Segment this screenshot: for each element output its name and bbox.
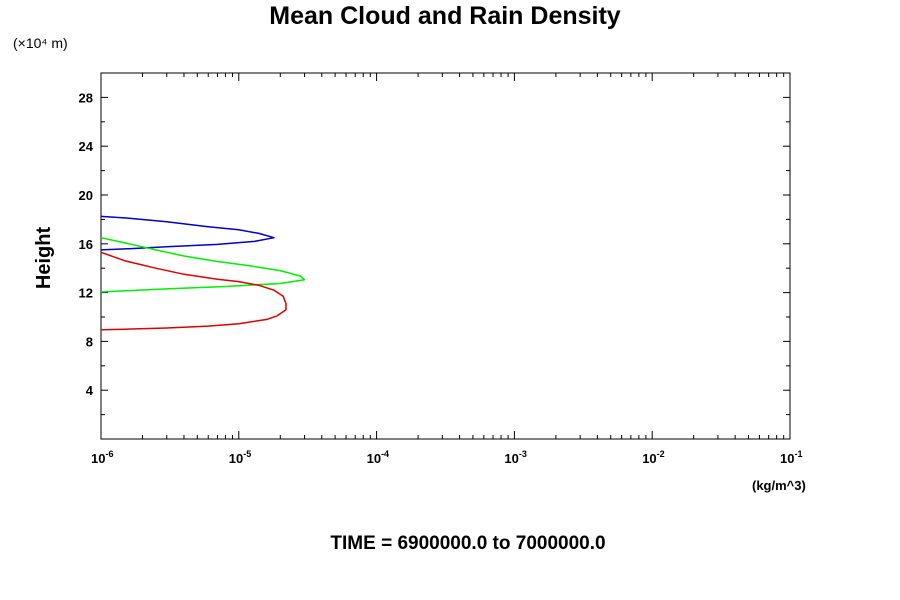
series-line-1 xyxy=(100,215,275,251)
chart-title: Mean Cloud and Rain Density xyxy=(269,2,621,30)
y-tick-label: 28 xyxy=(79,90,93,105)
time-label: TIME = 6900000.0 to 7000000.0 xyxy=(330,533,605,554)
x-tick-label: 10-6 xyxy=(91,449,113,466)
y-tick-labels: 4 8 12 16 20 24 28 xyxy=(79,90,94,398)
x-unit-label: (kg/m^3) xyxy=(752,478,806,493)
y-tick-label: 24 xyxy=(79,139,94,154)
series-group xyxy=(100,215,306,331)
series-line-2 xyxy=(100,236,306,293)
x-tick-label: 10-1 xyxy=(780,449,802,466)
y-tick-label: 4 xyxy=(86,383,94,398)
y-tick-label: 20 xyxy=(79,188,93,203)
x-tick-label: 10-3 xyxy=(504,449,526,466)
y-axis-label: Height xyxy=(33,227,55,290)
plot-frame xyxy=(100,72,791,440)
x-tick-labels: 10-6 10-5 10-4 10-3 10-2 10-1 xyxy=(91,449,802,466)
y-scale-note: (×10⁴ m) xyxy=(13,35,68,51)
series-line-3 xyxy=(100,251,287,331)
y-tick-label: 16 xyxy=(79,237,93,252)
x-tick-label: 10-5 xyxy=(229,449,251,466)
axis-ticks xyxy=(100,73,791,439)
y-tick-label: 8 xyxy=(86,334,93,349)
x-tick-label: 10-2 xyxy=(642,449,664,466)
y-tick-label: 12 xyxy=(79,286,93,301)
x-tick-label: 10-4 xyxy=(367,449,389,466)
